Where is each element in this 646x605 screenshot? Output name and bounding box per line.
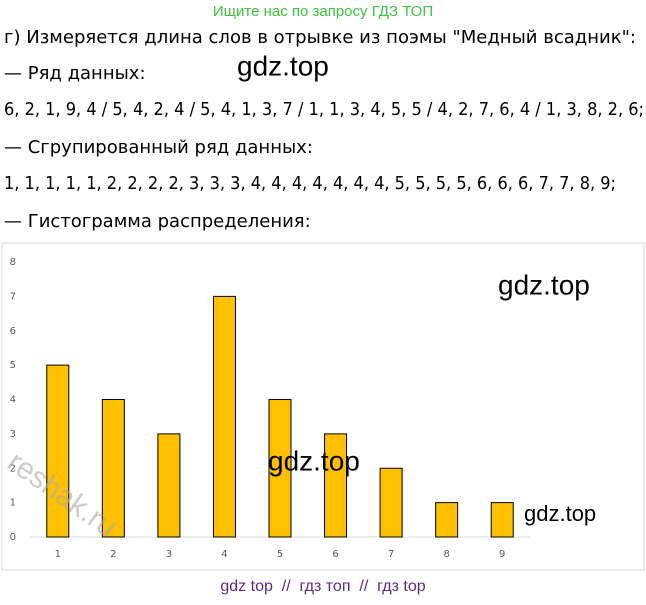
watermark: gdz.top bbox=[524, 501, 596, 526]
x-tick-label: 3 bbox=[166, 549, 172, 560]
task-line: — Ряд данных: bbox=[4, 63, 146, 84]
y-tick-label: 1 bbox=[10, 498, 16, 509]
x-tick-label: 2 bbox=[110, 549, 116, 560]
x-tick-label: 4 bbox=[221, 549, 227, 560]
chart-frame bbox=[1, 242, 645, 571]
bar bbox=[324, 433, 348, 538]
x-tick-label: 5 bbox=[277, 549, 283, 560]
watermark: gdz.top bbox=[268, 445, 360, 476]
footer: gdz top // гдз топ // гдз top bbox=[220, 578, 425, 595]
x-tick-label: 1 bbox=[55, 549, 61, 560]
watermark: gdz.top bbox=[498, 269, 590, 300]
y-tick-label: 0 bbox=[10, 532, 16, 543]
task-line: 1, 1, 1, 1, 1, 2, 2, 2, 2, 3, 3, 3, 4, 4… bbox=[4, 173, 616, 194]
x-tick-label: 9 bbox=[499, 549, 505, 560]
y-tick-label: 2 bbox=[10, 463, 16, 474]
bar bbox=[435, 502, 459, 538]
task-line: 6, 2, 1, 9, 4 / 5, 4, 2, 4 / 5, 4, 1, 3,… bbox=[4, 99, 644, 120]
x-tick-label: 8 bbox=[443, 549, 449, 560]
y-tick-label: 4 bbox=[10, 395, 16, 406]
bar bbox=[490, 502, 514, 538]
y-tick-label: 6 bbox=[10, 326, 16, 337]
bar bbox=[379, 467, 403, 538]
y-tick-label: 5 bbox=[10, 360, 16, 371]
bar bbox=[157, 433, 181, 538]
bar bbox=[46, 364, 70, 538]
y-tick-label: 8 bbox=[10, 257, 16, 268]
bar bbox=[101, 399, 125, 538]
task-line: г) Измеряется длина слов в отрывке из по… bbox=[4, 27, 636, 48]
watermark: gdz.top bbox=[237, 50, 329, 81]
header: Ищите нас по запросу ГДЗ ТОП bbox=[213, 3, 433, 20]
y-tick-label: 7 bbox=[10, 291, 16, 302]
chart: 0 1 2 3 4 5 6 7 8 1 2 3 4 5 6 7 8 9 bbox=[10, 257, 530, 560]
bar bbox=[212, 295, 236, 538]
x-tick-label: 7 bbox=[388, 549, 394, 560]
y-tick-label: 3 bbox=[10, 429, 16, 440]
task-line: — Сгрупированный ряд данных: bbox=[4, 137, 313, 158]
task-line: — Гистограмма распределения: bbox=[4, 211, 311, 232]
x-tick-label: 6 bbox=[332, 549, 338, 560]
bar bbox=[268, 399, 292, 538]
